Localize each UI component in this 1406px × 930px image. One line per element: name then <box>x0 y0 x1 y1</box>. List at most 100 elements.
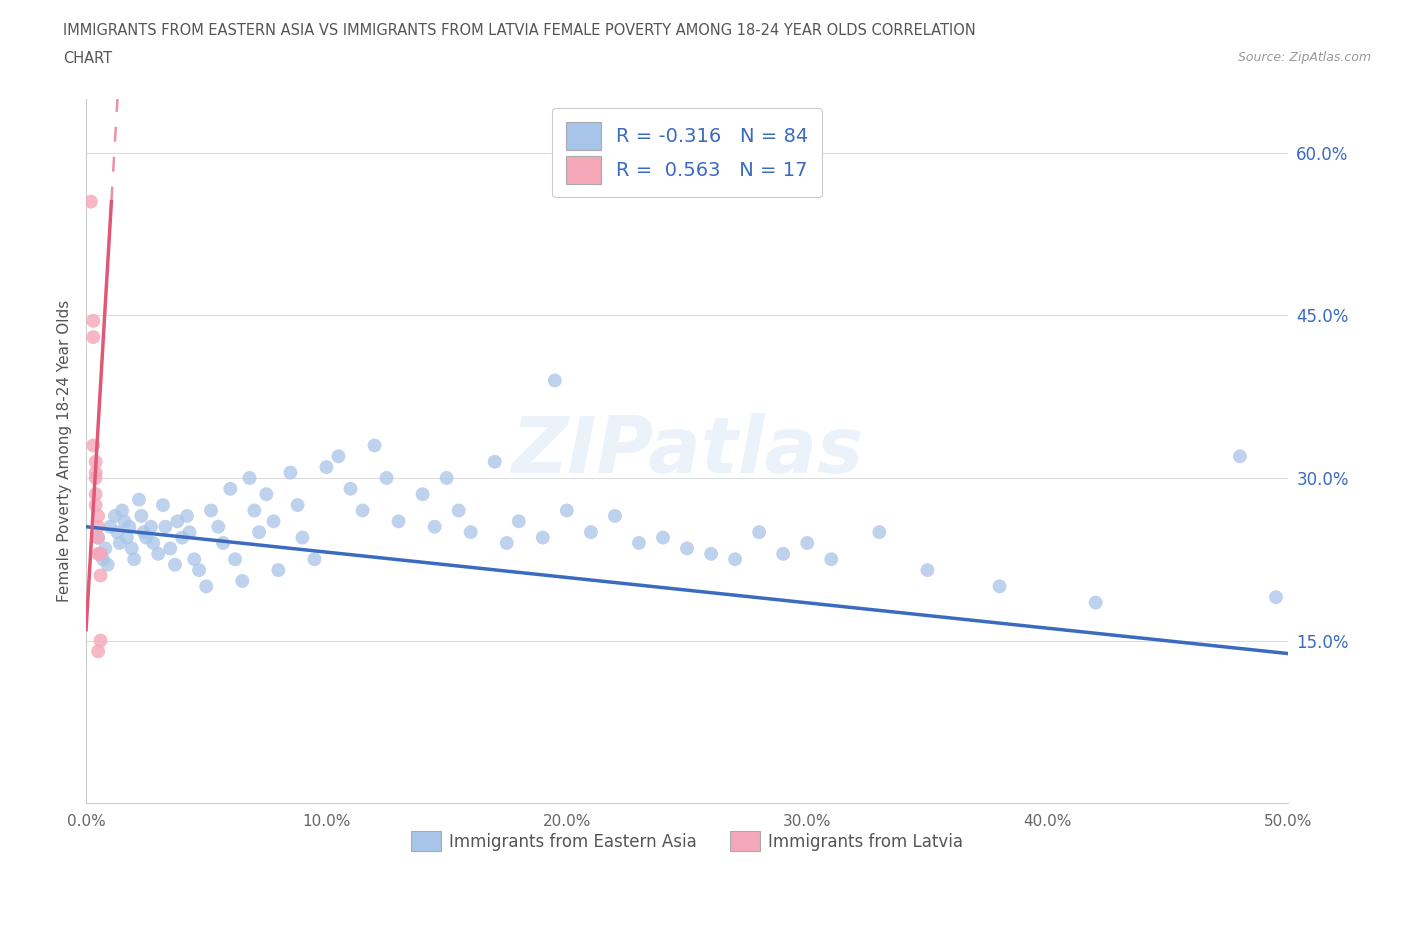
Point <box>135 530 157 545</box>
Point <box>148 547 170 562</box>
Point <box>484 454 506 469</box>
Point <box>84 498 107 512</box>
Point <box>176 509 198 524</box>
Point <box>243 503 266 518</box>
Point <box>142 536 165 551</box>
Point <box>188 563 211 578</box>
Point <box>121 541 143 556</box>
Point <box>820 551 842 566</box>
Point <box>152 498 174 512</box>
Point <box>291 530 314 545</box>
Point <box>263 514 285 529</box>
Point <box>387 514 409 529</box>
Point <box>104 509 127 524</box>
Point <box>724 551 747 566</box>
Point <box>166 514 188 529</box>
Point <box>87 530 110 545</box>
Point <box>796 536 818 551</box>
Point <box>84 471 107 485</box>
Point <box>375 471 398 485</box>
Point <box>868 525 890 539</box>
Point <box>80 194 103 209</box>
Point <box>84 465 107 480</box>
Point <box>508 514 530 529</box>
Point <box>676 541 699 556</box>
Point <box>89 633 111 648</box>
Point <box>195 578 218 593</box>
Point <box>155 519 177 534</box>
Point <box>87 519 110 534</box>
Point <box>131 509 153 524</box>
Point <box>118 519 141 534</box>
Point <box>988 578 1011 593</box>
Point <box>627 536 650 551</box>
Point <box>94 541 117 556</box>
Point <box>97 557 120 572</box>
Point <box>163 557 186 572</box>
Point <box>128 492 150 507</box>
Text: Source: ZipAtlas.com: Source: ZipAtlas.com <box>1237 51 1371 64</box>
Point <box>412 486 434 501</box>
Point <box>748 525 770 539</box>
Point <box>328 449 350 464</box>
Point <box>247 525 270 539</box>
Point <box>219 482 242 497</box>
Text: IMMIGRANTS FROM EASTERN ASIA VS IMMIGRANTS FROM LATVIA FEMALE POVERTY AMONG 18-2: IMMIGRANTS FROM EASTERN ASIA VS IMMIGRAN… <box>63 23 976 38</box>
Point <box>267 563 290 578</box>
Point <box>280 465 302 480</box>
Point <box>1084 595 1107 610</box>
Point <box>87 509 110 524</box>
Point <box>352 503 374 518</box>
Point <box>82 329 104 344</box>
Point <box>91 551 114 566</box>
Point <box>87 530 110 545</box>
Point <box>89 568 111 583</box>
Point <box>207 519 229 534</box>
Point <box>89 547 111 562</box>
Point <box>652 530 675 545</box>
Point <box>460 525 482 539</box>
Point <box>231 574 253 589</box>
Point <box>200 503 222 518</box>
Point <box>603 509 626 524</box>
Point <box>108 536 131 551</box>
Point <box>179 525 201 539</box>
Point <box>772 547 794 562</box>
Point <box>111 503 134 518</box>
Point <box>172 530 194 545</box>
Point <box>84 486 107 501</box>
Text: CHART: CHART <box>63 51 112 66</box>
Point <box>82 438 104 453</box>
Point <box>531 530 554 545</box>
Point <box>84 454 107 469</box>
Point <box>105 525 128 539</box>
Point <box>555 503 578 518</box>
Point <box>159 541 181 556</box>
Point <box>287 498 309 512</box>
Point <box>1265 590 1288 604</box>
Point <box>363 438 385 453</box>
Point <box>87 547 110 562</box>
Point <box>917 563 939 578</box>
Point <box>114 514 136 529</box>
Point <box>139 519 162 534</box>
Point <box>183 551 205 566</box>
Point <box>98 519 121 534</box>
Point <box>87 644 110 658</box>
Point <box>224 551 246 566</box>
Point <box>238 471 260 485</box>
Point <box>423 519 446 534</box>
Legend: Immigrants from Eastern Asia, Immigrants from Latvia: Immigrants from Eastern Asia, Immigrants… <box>404 825 970 858</box>
Point <box>447 503 470 518</box>
Text: ZIPatlas: ZIPatlas <box>510 413 863 489</box>
Point <box>254 486 277 501</box>
Point <box>700 547 723 562</box>
Point <box>315 459 337 474</box>
Point <box>436 471 458 485</box>
Point <box>579 525 602 539</box>
Point <box>495 536 517 551</box>
Point <box>1229 449 1251 464</box>
Y-axis label: Female Poverty Among 18-24 Year Olds: Female Poverty Among 18-24 Year Olds <box>58 299 72 602</box>
Point <box>122 551 145 566</box>
Point <box>132 525 155 539</box>
